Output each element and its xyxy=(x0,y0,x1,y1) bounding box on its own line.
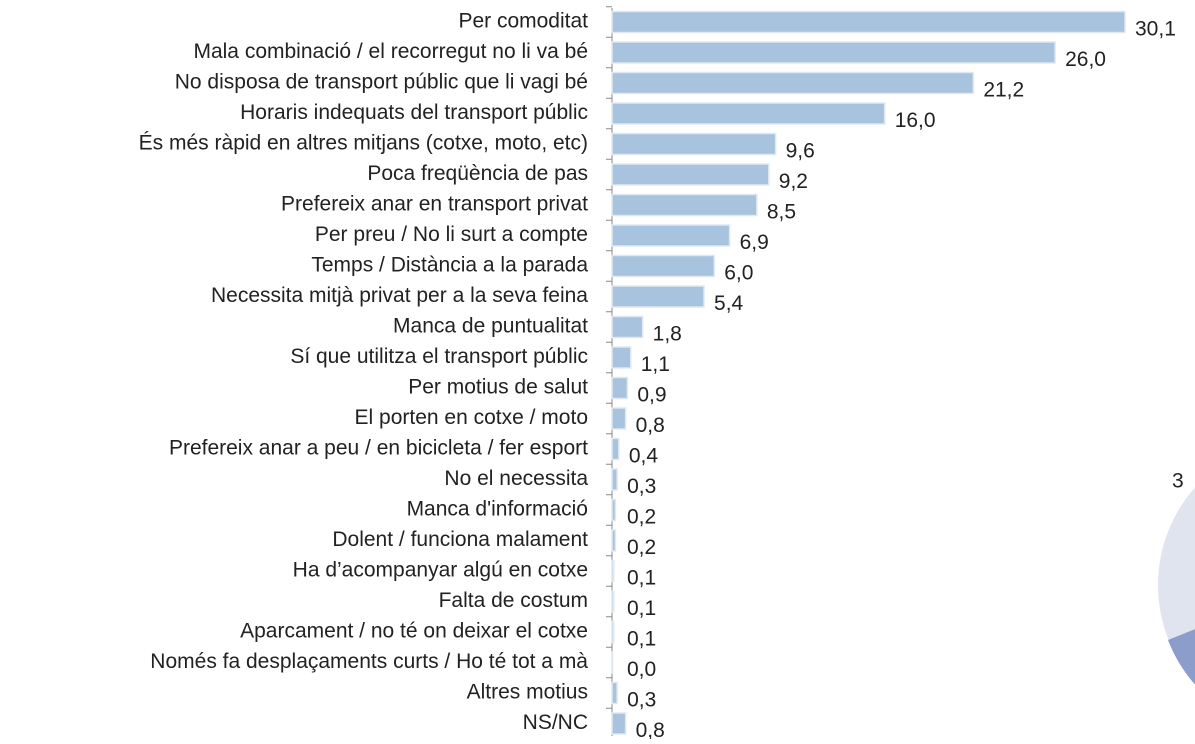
category-label: Prefereix anar en transport privat xyxy=(281,193,588,216)
category-label: Només fa desplaçaments curts / Ho té tot… xyxy=(150,650,588,673)
value-label: 0,9 xyxy=(637,384,666,407)
bar xyxy=(611,437,620,461)
value-label: 30,1 xyxy=(1135,18,1176,41)
value-label: 8,5 xyxy=(767,201,796,224)
bar xyxy=(611,315,644,339)
bar xyxy=(611,41,1056,64)
category-label: El porten en cotxe / moto xyxy=(355,406,588,429)
category-label: Per preu / No li surt a compte xyxy=(315,223,588,246)
bar xyxy=(611,529,617,552)
category-label: Manca d'informació xyxy=(407,498,588,521)
value-label: 16,0 xyxy=(895,109,936,132)
bar xyxy=(611,712,627,735)
pie-fragment: 3 xyxy=(1156,470,1195,686)
value-label: 9,6 xyxy=(786,140,815,163)
value-label: 0,2 xyxy=(627,506,656,529)
category-label: No el necessita xyxy=(444,467,588,490)
value-label: 0,0 xyxy=(627,658,656,681)
bar xyxy=(611,620,615,644)
category-label: Prefereix anar a peu / en bicicleta / fe… xyxy=(169,437,588,460)
bar xyxy=(611,254,716,278)
value-label: 0,2 xyxy=(627,536,656,559)
value-label: 6,9 xyxy=(740,231,769,254)
value-label: 1,1 xyxy=(641,353,670,376)
value-label: 0,3 xyxy=(627,475,656,498)
category-label: Manca de puntualitat xyxy=(393,315,588,338)
pie-label: 3 xyxy=(1172,470,1184,493)
category-label: Horaris indequats del transport públic xyxy=(240,101,588,124)
bar xyxy=(611,651,614,674)
bar xyxy=(611,285,705,308)
bar xyxy=(611,559,615,583)
value-label: 0,3 xyxy=(627,689,656,712)
value-label: 21,2 xyxy=(983,79,1024,102)
category-label: Per comoditat xyxy=(458,10,588,33)
bar xyxy=(611,102,886,125)
bar xyxy=(611,468,618,491)
value-label: 0,1 xyxy=(627,597,656,620)
category-label: No disposa de transport públic que li va… xyxy=(175,71,588,94)
bar xyxy=(611,346,632,369)
category-label: Aparcament / no té on deixar el cotxe xyxy=(240,620,588,643)
category-label: Poca freqüència de pas xyxy=(367,162,588,185)
bar xyxy=(611,376,629,400)
bar xyxy=(611,681,618,705)
bar xyxy=(611,163,770,186)
bar xyxy=(611,71,975,95)
value-label: 26,0 xyxy=(1065,48,1106,71)
category-label: Per motius de salut xyxy=(408,376,588,399)
bar xyxy=(611,498,617,522)
category-label: Necessita mitjà privat per a la seva fei… xyxy=(211,284,588,307)
bar xyxy=(611,132,777,156)
pie-slice xyxy=(1168,629,1195,685)
bar xyxy=(611,407,627,430)
category-label: NS/NC xyxy=(523,711,588,734)
category-label: Falta de costum xyxy=(439,589,588,612)
category-label: Altres motius xyxy=(467,681,588,704)
bar xyxy=(611,193,758,217)
value-label: 0,4 xyxy=(629,445,659,468)
value-label: 0,8 xyxy=(636,719,665,739)
category-label: Mala combinació / el recorregut no li va… xyxy=(193,40,588,63)
category-label: Sí que utilitza el transport públic xyxy=(290,345,588,368)
value-label: 5,4 xyxy=(714,292,744,315)
value-label: 1,8 xyxy=(653,323,682,346)
bar xyxy=(611,224,731,247)
category-label: Ha d’acompanyar algú en cotxe xyxy=(293,559,588,582)
value-label: 9,2 xyxy=(779,170,808,193)
category-label: És més ràpid en altres mitjans (cotxe, m… xyxy=(139,132,588,155)
value-label: 6,0 xyxy=(724,262,753,285)
category-label: Temps / Distància a la parada xyxy=(311,254,588,277)
value-label: 0,8 xyxy=(636,414,665,437)
bar xyxy=(611,10,1126,34)
category-label: Dolent / funciona malament xyxy=(332,528,588,551)
bar xyxy=(611,590,615,613)
value-label: 0,1 xyxy=(627,567,656,590)
value-label: 0,1 xyxy=(627,628,656,651)
